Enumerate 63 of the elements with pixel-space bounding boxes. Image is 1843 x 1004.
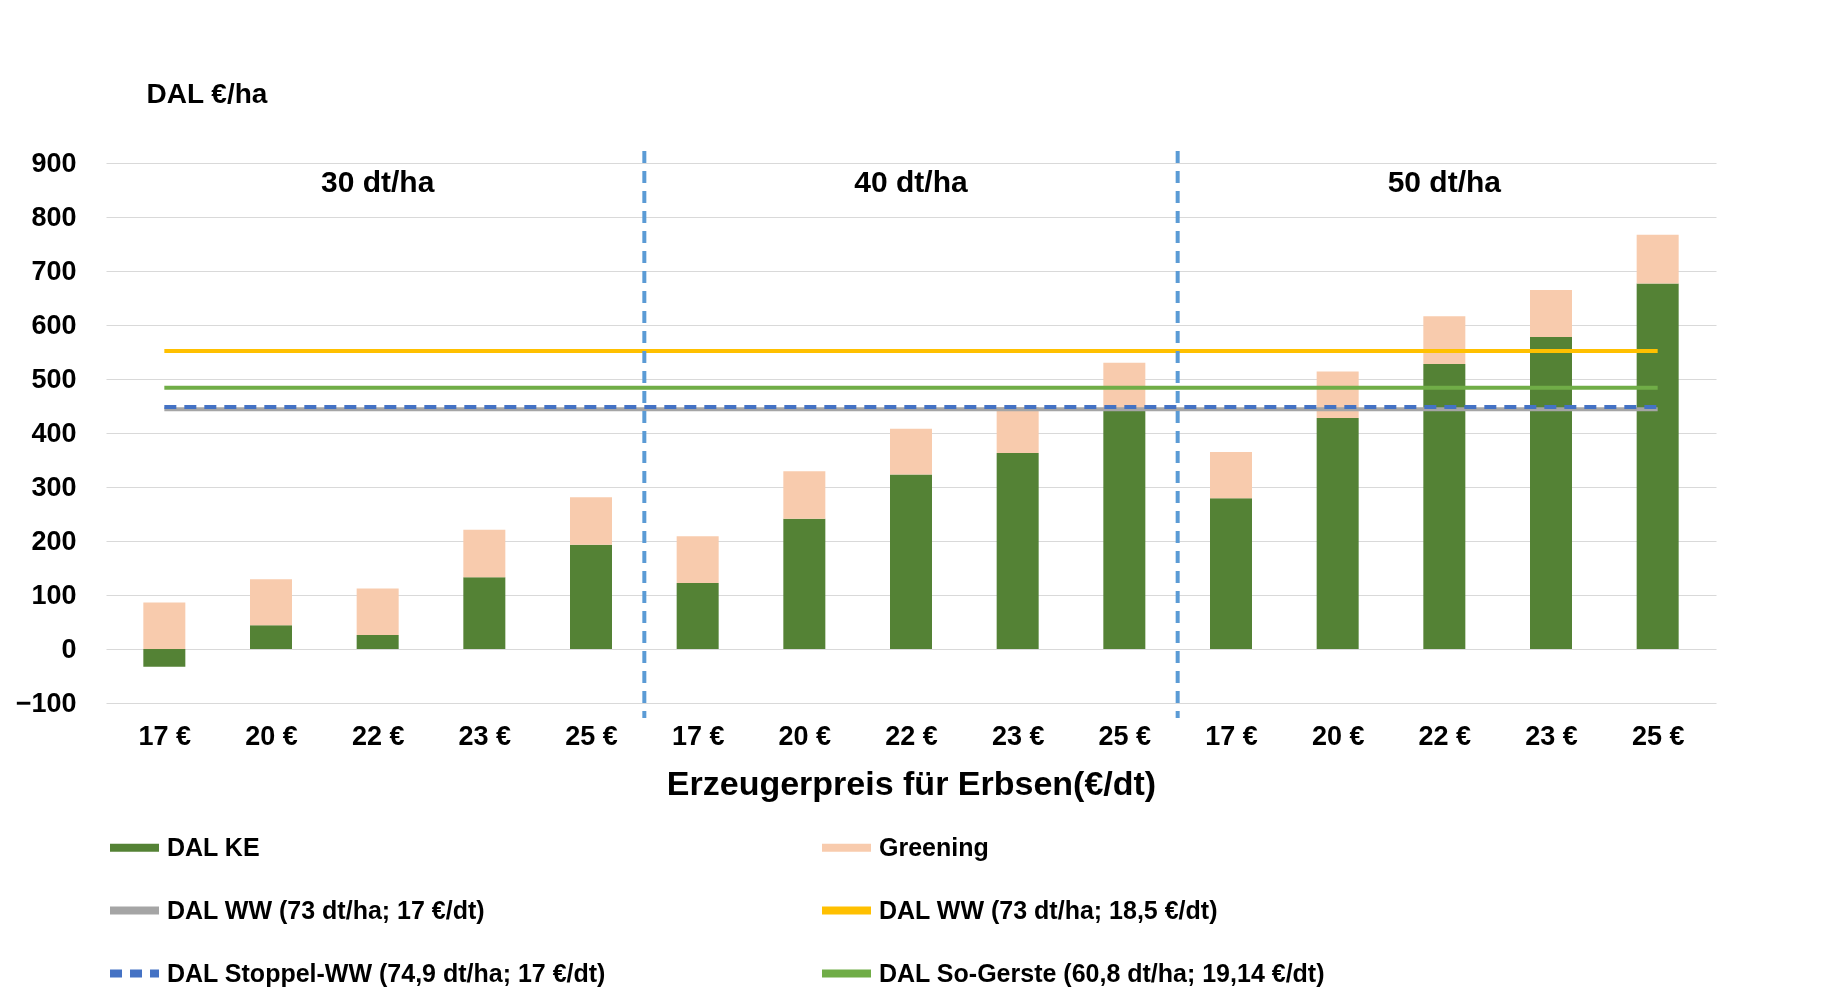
bar [1316, 417, 1359, 649]
x-tick-label: 17 € [671, 720, 725, 751]
y-tick-label: 700 [31, 255, 77, 286]
y-tick-label: 300 [31, 471, 77, 502]
bar [1423, 363, 1466, 649]
bar [676, 536, 719, 584]
y-tick-label: 800 [31, 201, 77, 232]
bar [1103, 408, 1146, 649]
bar [1530, 289, 1572, 337]
bar [676, 583, 719, 649]
x-tick-label: 23 € [991, 720, 1045, 751]
bar [250, 579, 292, 626]
bar [143, 649, 186, 667]
annotation: 40 dt/ha [854, 165, 968, 198]
y-tick-label: −100 [15, 687, 77, 718]
annotation: 30 dt/ha [320, 165, 435, 198]
bar [1210, 498, 1252, 649]
x-tick-label: 20 € [778, 720, 832, 751]
annotation: 50 dt/ha [1387, 165, 1502, 198]
x-tick-label: 20 € [1311, 720, 1365, 751]
y-tick-label: 100 [31, 579, 77, 610]
bar [356, 588, 399, 635]
legend-label: DAL KE [167, 832, 260, 861]
legend-label: DAL So-Gerste (60,8 dt/ha; 19,14 €/dt) [879, 958, 1325, 987]
y-tick-label: 400 [31, 417, 77, 448]
bar [250, 625, 292, 649]
x-tick-label: 23 € [1525, 720, 1578, 751]
x-tick-label: 17 € [138, 720, 192, 751]
x-tick-label: 25 € [1098, 720, 1152, 751]
x-axis-title: Erzeugerpreis für Erbsen(€/dt) [666, 763, 1157, 802]
bar [463, 577, 506, 649]
legend-label: DAL WW (73 dt/ha; 18,5 €/dt) [879, 895, 1218, 924]
bar [143, 602, 186, 649]
bar [1636, 234, 1679, 284]
legend-label: Greening [879, 832, 989, 861]
y-tick-label: 500 [31, 363, 77, 394]
bar [996, 452, 1039, 649]
x-tick-label: 22 € [1418, 720, 1472, 751]
y-tick-label: 200 [31, 525, 77, 556]
y-tick-label: 900 [31, 147, 77, 178]
bar [356, 634, 399, 649]
bar [1636, 283, 1679, 649]
bar [1210, 451, 1252, 499]
y-tick-label: 600 [31, 309, 77, 340]
legend-label: DAL Stoppel-WW (74,9 dt/ha; 17 €/dt) [167, 958, 606, 987]
y-axis-title: DAL €/ha [146, 77, 268, 109]
bar [570, 497, 612, 545]
legend-label: DAL WW (73 dt/ha; 17 €/dt) [167, 895, 485, 924]
x-tick-label: 22 € [351, 720, 405, 751]
y-tick-label: 0 [61, 633, 77, 664]
bar [783, 518, 826, 649]
bar [463, 529, 506, 578]
x-tick-label: 25 € [1631, 720, 1685, 751]
bar [890, 428, 932, 475]
bar [783, 471, 826, 519]
x-tick-label: 22 € [885, 720, 938, 751]
x-tick-label: 25 € [565, 720, 618, 751]
x-tick-label: 17 € [1205, 720, 1258, 751]
bar [1530, 336, 1572, 649]
bar [570, 544, 612, 649]
x-tick-label: 20 € [245, 720, 298, 751]
bar [890, 474, 932, 649]
x-tick-label: 23 € [458, 720, 512, 751]
